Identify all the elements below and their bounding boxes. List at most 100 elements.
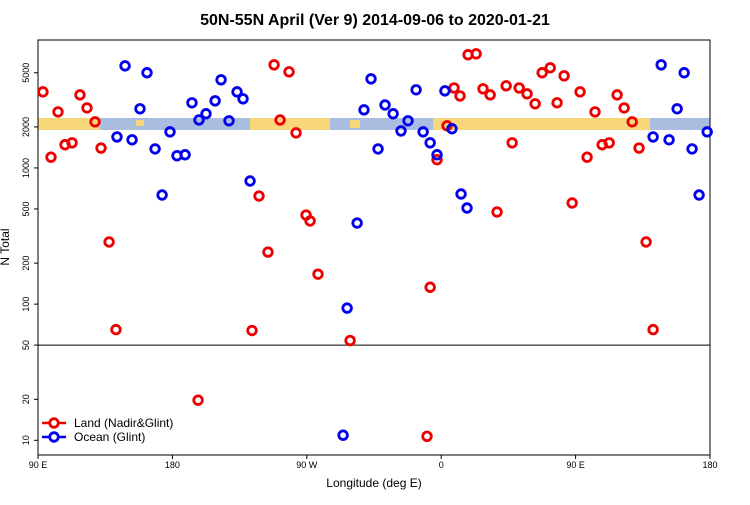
point: [141, 67, 153, 79]
point: [558, 70, 570, 82]
land-strip: [38, 118, 100, 130]
point: [513, 82, 525, 94]
y-tick-label: 1000: [21, 158, 31, 178]
y-tick-label: 50: [21, 340, 31, 350]
point: [506, 137, 518, 149]
point: [74, 89, 86, 101]
point: [647, 131, 659, 143]
point: [103, 236, 115, 248]
point: [351, 217, 363, 229]
point: [37, 86, 49, 98]
point: [283, 66, 295, 78]
map-strip: [38, 118, 710, 130]
point: [52, 106, 64, 118]
point: [640, 236, 652, 248]
point: [566, 197, 578, 209]
point: [491, 206, 503, 218]
y-tick-label: 20: [21, 394, 31, 404]
point: [439, 85, 451, 97]
point: [455, 188, 467, 200]
point: [193, 114, 205, 126]
land-strip: [250, 118, 330, 130]
land-strip: [433, 118, 650, 130]
point: [246, 324, 258, 337]
point: [156, 189, 168, 201]
point: [581, 151, 593, 163]
point: [134, 103, 146, 115]
y-tick-label: 100: [21, 297, 31, 312]
point: [200, 108, 212, 120]
point: [395, 125, 407, 137]
point: [304, 215, 316, 227]
x-tick-label: 90 E: [566, 460, 585, 470]
point: [358, 104, 370, 116]
point: [274, 114, 286, 126]
point: [262, 246, 274, 258]
point: [500, 80, 512, 92]
y-tick-label: 500: [21, 201, 31, 216]
point: [574, 86, 586, 98]
y-axis-label: N Total: [0, 228, 12, 265]
point: [45, 151, 57, 163]
point: [387, 108, 399, 120]
point: [341, 302, 353, 314]
y-tick-label: 2000: [21, 117, 31, 137]
point: [312, 268, 324, 280]
point: [536, 67, 548, 79]
y-tick-label: 10: [21, 435, 31, 445]
plot-frame: [37, 39, 711, 456]
point: [81, 102, 93, 114]
point: [402, 115, 414, 127]
point: [551, 97, 563, 109]
point: [231, 86, 243, 98]
land-strip: [350, 120, 360, 128]
point: [544, 62, 556, 74]
point: [244, 175, 256, 187]
point: [290, 127, 302, 139]
x-tick-label: 90 E: [29, 460, 48, 470]
point: [678, 67, 690, 79]
point: [164, 126, 176, 138]
y-tick-label: 200: [21, 256, 31, 271]
x-tick-label: 180: [702, 460, 717, 470]
legend-label: Land (Nadir&Glint): [74, 416, 173, 430]
point: [529, 98, 541, 110]
point: [215, 74, 227, 86]
point: [701, 126, 713, 138]
point: [337, 429, 349, 441]
point: [424, 281, 436, 293]
point: [663, 134, 675, 146]
point: [693, 189, 705, 201]
point: [379, 99, 391, 111]
point: [633, 142, 645, 154]
point: [446, 123, 458, 135]
point: [268, 59, 280, 71]
point: [424, 137, 436, 149]
x-axis-label: Longitude (deg E): [326, 476, 421, 490]
point: [421, 430, 433, 443]
legend-marker: [48, 417, 60, 429]
point: [111, 131, 123, 143]
point: [66, 137, 78, 149]
legend-marker: [48, 431, 60, 443]
point: [484, 89, 496, 101]
chart-title: 50N-55N April (Ver 9) 2014-09-06 to 2020…: [200, 12, 550, 29]
point: [126, 134, 138, 146]
y-tick-label: 5000: [21, 63, 31, 83]
point: [671, 103, 683, 115]
point: [461, 202, 473, 214]
point: [477, 83, 489, 95]
point: [110, 323, 122, 336]
point: [655, 59, 667, 71]
point: [149, 143, 161, 155]
point: [431, 149, 443, 161]
point: [611, 89, 623, 101]
point: [186, 97, 198, 109]
point: [95, 142, 107, 154]
point: [365, 73, 377, 85]
point: [626, 116, 638, 128]
point: [192, 394, 204, 406]
point: [410, 84, 422, 96]
